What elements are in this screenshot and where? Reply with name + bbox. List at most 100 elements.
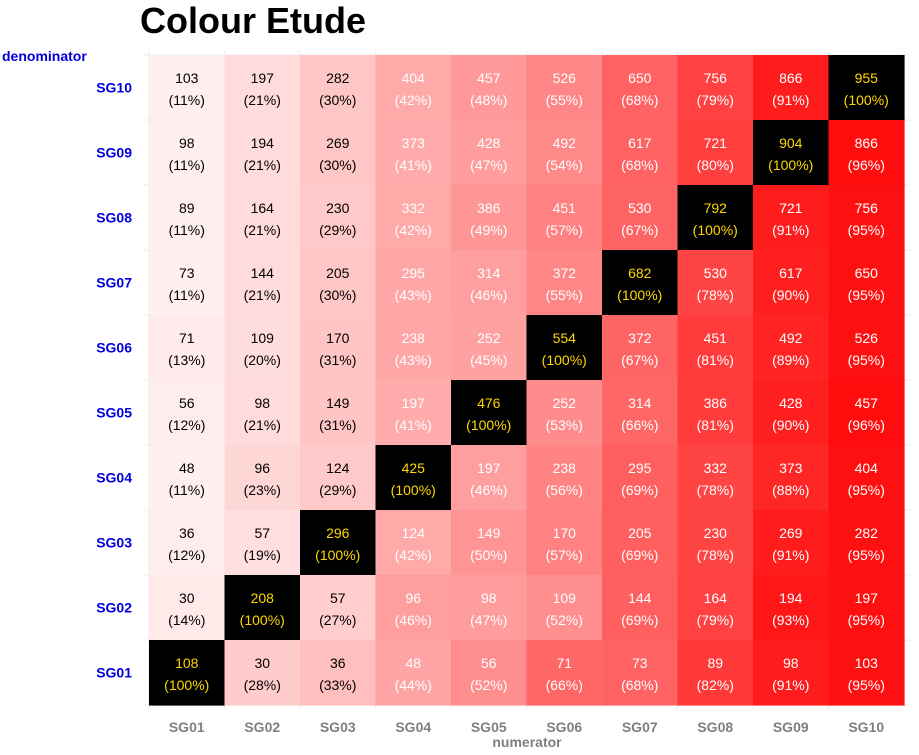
heatmap-cell-rect: [602, 250, 679, 316]
heatmap-cell: 314 (66%): [602, 380, 679, 446]
heatmap-cell-rect: [224, 640, 301, 706]
cell-percent-label: (69%): [621, 482, 658, 498]
heatmap-cell: 238 (43%): [375, 315, 452, 381]
cell-value-label: 526: [553, 70, 577, 86]
heatmap-cell-rect: [149, 315, 226, 381]
heatmap-cell: 404 (95%): [828, 445, 905, 511]
heatmap-cell: 866 (96%): [828, 120, 905, 186]
cell-percent-label: (42%): [395, 92, 432, 108]
heatmap-cell: 792 (100%): [677, 185, 754, 251]
cell-percent-label: (29%): [319, 222, 356, 238]
heatmap-cell: 30 (14%): [149, 575, 226, 641]
cell-value-label: 194: [251, 135, 275, 151]
cell-value-label: 98: [254, 395, 270, 411]
y-axis-label: denominator: [2, 48, 87, 64]
heatmap-cell-rect: [602, 185, 679, 251]
cell-value-label: 457: [477, 70, 501, 86]
cell-percent-label: (21%): [244, 417, 281, 433]
cell-value-label: 57: [330, 590, 346, 606]
heatmap-cell-rect: [300, 445, 377, 511]
heatmap-cell-rect: [526, 445, 603, 511]
cell-percent-label: (95%): [848, 677, 885, 693]
heatmap-cell: 295 (69%): [602, 445, 679, 511]
heatmap-cell-rect: [526, 55, 603, 121]
cell-percent-label: (19%): [244, 547, 281, 563]
cell-value-label: 197: [855, 590, 879, 606]
cell-value-label: 98: [179, 135, 195, 151]
cell-percent-label: (69%): [621, 612, 658, 628]
cell-value-label: 428: [477, 135, 501, 151]
cell-percent-label: (95%): [848, 482, 885, 498]
heatmap-cell: 144 (69%): [602, 575, 679, 641]
cell-value-label: 904: [779, 135, 803, 151]
heatmap-cell-rect: [828, 380, 905, 446]
cell-value-label: 650: [855, 265, 879, 281]
heatmap-cell-rect: [375, 575, 452, 641]
heatmap-cell: 36 (12%): [149, 510, 226, 576]
cell-value-label: 197: [477, 460, 501, 476]
x-tick-label: SG06: [546, 719, 582, 735]
cell-value-label: 252: [553, 395, 577, 411]
cell-value-label: 296: [326, 525, 350, 541]
x-tick-label: SG04: [395, 719, 431, 735]
heatmap-cell-rect: [149, 380, 226, 446]
cell-percent-label: (13%): [168, 352, 205, 368]
heatmap-cell-rect: [828, 185, 905, 251]
cell-percent-label: (68%): [621, 677, 658, 693]
cell-value-label: 314: [628, 395, 652, 411]
heatmap-cell: 124 (29%): [300, 445, 377, 511]
cell-percent-label: (46%): [470, 287, 507, 303]
cell-percent-label: (95%): [848, 612, 885, 628]
heatmap-cell-rect: [300, 315, 377, 381]
heatmap-cell: 108 (100%): [149, 640, 226, 706]
heatmap-cell: 144 (21%): [224, 250, 301, 316]
cell-value-label: 404: [855, 460, 879, 476]
heatmap-cell: 756 (95%): [828, 185, 905, 251]
cell-percent-label: (43%): [395, 352, 432, 368]
cell-percent-label: (33%): [319, 677, 356, 693]
heatmap-cell: 682 (100%): [602, 250, 679, 316]
cell-percent-label: (68%): [621, 92, 658, 108]
heatmap-cell-rect: [753, 575, 830, 641]
cell-percent-label: (100%): [617, 287, 662, 303]
cell-percent-label: (23%): [244, 482, 281, 498]
heatmap-cell-rect: [451, 120, 528, 186]
cell-value-label: 617: [779, 265, 803, 281]
cell-percent-label: (90%): [772, 287, 809, 303]
heatmap-cell-rect: [677, 250, 754, 316]
heatmap-cell: 332 (78%): [677, 445, 754, 511]
heatmap-cell-rect: [828, 55, 905, 121]
cell-percent-label: (21%): [244, 287, 281, 303]
heatmap-cell: 238 (56%): [526, 445, 603, 511]
cell-value-label: 554: [553, 330, 577, 346]
heatmap-cell-rect: [677, 640, 754, 706]
heatmap-cell-rect: [149, 185, 226, 251]
cell-value-label: 109: [251, 330, 275, 346]
cell-percent-label: (93%): [772, 612, 809, 628]
heatmap-cell-rect: [451, 510, 528, 576]
heatmap-cell-rect: [602, 445, 679, 511]
heatmap-cell-rect: [828, 445, 905, 511]
heatmap-cell-rect: [149, 445, 226, 511]
heatmap-cell: 492 (54%): [526, 120, 603, 186]
cell-percent-label: (27%): [319, 612, 356, 628]
y-tick-label: SG01: [96, 665, 132, 681]
heatmap-cell-rect: [602, 55, 679, 121]
heatmap-cell: 282 (95%): [828, 510, 905, 576]
heatmap-cell-rect: [677, 575, 754, 641]
heatmap-cell: 252 (53%): [526, 380, 603, 446]
heatmap-cell: 955 (100%): [828, 55, 905, 121]
cell-percent-label: (96%): [848, 157, 885, 173]
cell-value-label: 792: [704, 200, 728, 216]
x-tick-label: SG02: [244, 719, 280, 735]
heatmap-cell-rect: [451, 250, 528, 316]
cell-value-label: 617: [628, 135, 652, 151]
heatmap-cell-rect: [753, 120, 830, 186]
cell-percent-label: (100%): [844, 92, 889, 108]
cell-percent-label: (30%): [319, 157, 356, 173]
cell-value-label: 866: [855, 135, 879, 151]
cell-value-label: 295: [402, 265, 426, 281]
heatmap-cell-rect: [602, 380, 679, 446]
cell-value-label: 71: [179, 330, 195, 346]
heatmap-cell: 332 (42%): [375, 185, 452, 251]
